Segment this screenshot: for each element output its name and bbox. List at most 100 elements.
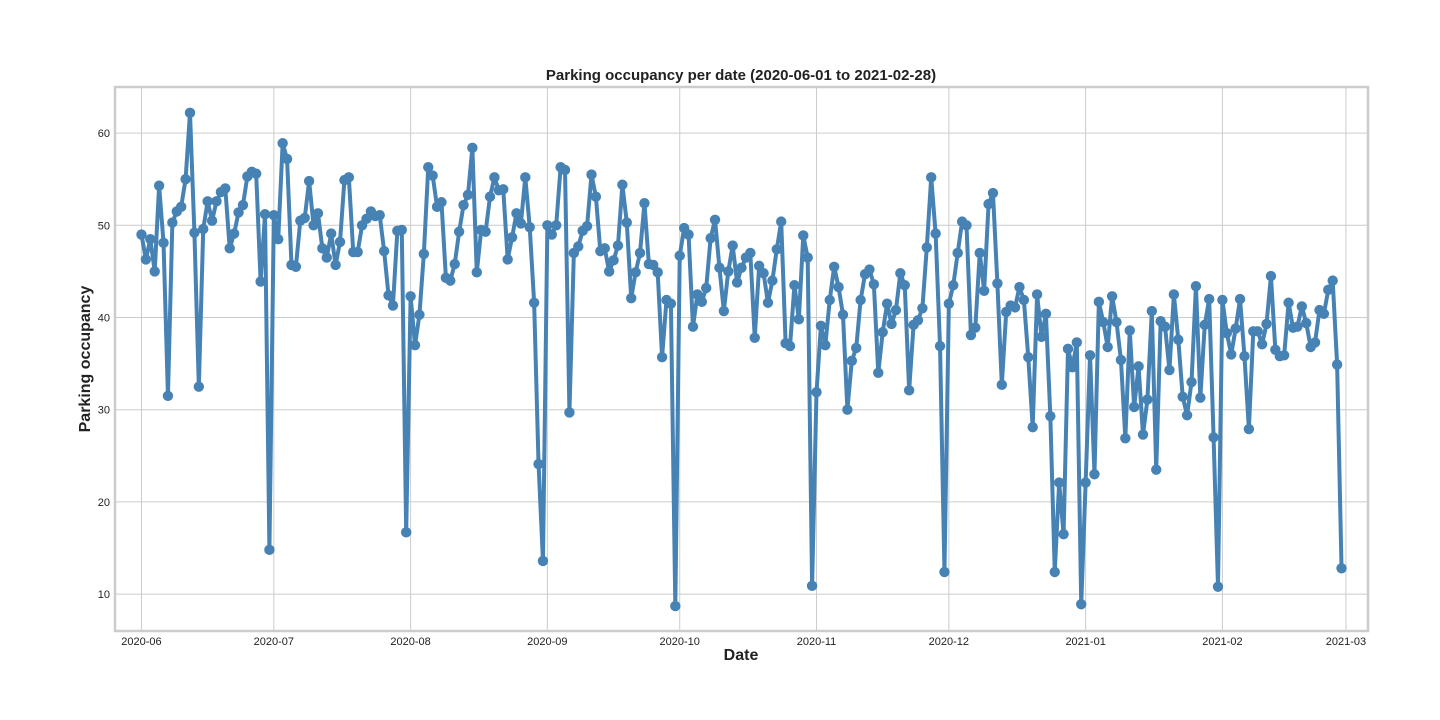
data-point bbox=[590, 191, 602, 202]
data-point bbox=[542, 220, 553, 231]
y-tick-label: 30 bbox=[98, 405, 110, 417]
data-point bbox=[471, 267, 482, 278]
data-point bbox=[449, 258, 460, 270]
data-point bbox=[745, 247, 756, 259]
data-point bbox=[758, 268, 769, 279]
data-point bbox=[1053, 477, 1065, 488]
data-point bbox=[1252, 326, 1263, 337]
data-point bbox=[851, 342, 862, 354]
data-point bbox=[427, 170, 438, 181]
data-point bbox=[374, 209, 385, 221]
data-point bbox=[1203, 293, 1215, 305]
x-tick-label: 2020-12 bbox=[929, 636, 969, 648]
data-point bbox=[1040, 308, 1052, 320]
data-point bbox=[343, 172, 355, 183]
data-point bbox=[1146, 305, 1158, 317]
x-tick-label: 2020-10 bbox=[660, 636, 700, 648]
y-tick-label: 50 bbox=[98, 220, 110, 232]
x-tick-label: 2021-02 bbox=[1202, 636, 1242, 648]
data-point bbox=[520, 172, 531, 183]
data-point bbox=[1067, 362, 1078, 373]
data-point bbox=[1093, 296, 1105, 308]
data-point bbox=[458, 199, 469, 211]
data-point bbox=[789, 280, 800, 291]
data-point bbox=[1226, 349, 1237, 360]
data-point bbox=[886, 318, 897, 330]
data-point bbox=[237, 199, 249, 211]
data-point bbox=[943, 298, 955, 309]
data-point bbox=[696, 296, 707, 308]
data-point bbox=[546, 229, 557, 240]
data-point bbox=[250, 168, 262, 179]
data-point bbox=[1089, 469, 1100, 480]
x-tick-label: 2020-07 bbox=[254, 636, 294, 648]
data-point bbox=[864, 264, 875, 275]
data-point bbox=[903, 385, 915, 396]
data-point bbox=[1173, 334, 1184, 345]
data-point bbox=[895, 268, 906, 279]
data-point bbox=[1256, 339, 1268, 350]
data-point bbox=[828, 261, 840, 272]
data-point bbox=[259, 209, 271, 220]
data-point bbox=[899, 280, 910, 291]
data-point bbox=[930, 228, 941, 239]
data-point bbox=[1009, 302, 1021, 313]
data-point bbox=[1234, 293, 1246, 305]
data-point bbox=[603, 266, 615, 277]
data-point bbox=[1151, 464, 1162, 475]
data-point bbox=[824, 294, 835, 306]
data-point bbox=[1036, 331, 1047, 343]
x-tick-label: 2021-01 bbox=[1065, 636, 1105, 648]
data-point bbox=[515, 218, 527, 229]
y-tick-label: 20 bbox=[98, 497, 110, 509]
data-point bbox=[511, 208, 522, 219]
data-point bbox=[1331, 359, 1343, 370]
data-point bbox=[498, 184, 509, 195]
data-point bbox=[1062, 343, 1074, 355]
data-point bbox=[1296, 301, 1308, 312]
data-point bbox=[1239, 351, 1250, 362]
data-point bbox=[409, 339, 421, 351]
data-point bbox=[202, 196, 213, 207]
data-point bbox=[948, 280, 959, 291]
data-point bbox=[1186, 376, 1197, 388]
data-point bbox=[868, 279, 880, 290]
data-point bbox=[312, 208, 324, 219]
data-point bbox=[167, 217, 178, 228]
data-point bbox=[1278, 350, 1290, 361]
data-point bbox=[736, 262, 747, 273]
data-point bbox=[564, 407, 575, 418]
x-tick-label: 2021-03 bbox=[1326, 636, 1366, 648]
data-point bbox=[842, 404, 853, 415]
data-point bbox=[1018, 294, 1030, 306]
data-point bbox=[396, 224, 407, 236]
data-point bbox=[211, 196, 222, 207]
data-point bbox=[149, 266, 160, 277]
data-point bbox=[1283, 297, 1294, 308]
data-point bbox=[387, 300, 399, 311]
data-point bbox=[934, 340, 946, 352]
series bbox=[136, 107, 1347, 612]
data-point bbox=[405, 291, 416, 302]
data-point bbox=[1071, 337, 1083, 348]
data-point bbox=[687, 321, 699, 332]
data-point bbox=[939, 566, 950, 578]
data-point bbox=[1098, 316, 1109, 328]
data-point bbox=[189, 227, 200, 238]
data-point bbox=[1177, 391, 1188, 402]
data-point bbox=[378, 245, 390, 257]
data-point bbox=[970, 322, 981, 333]
data-point bbox=[683, 229, 694, 240]
data-point bbox=[630, 267, 641, 278]
data-point bbox=[639, 197, 650, 209]
data-point bbox=[1195, 392, 1206, 403]
data-point bbox=[1080, 477, 1091, 488]
data-point bbox=[1076, 599, 1087, 610]
data-point bbox=[334, 236, 346, 248]
y-tick-label: 40 bbox=[98, 313, 110, 325]
data-point bbox=[599, 243, 610, 254]
data-point bbox=[281, 153, 293, 165]
data-point bbox=[1031, 289, 1043, 300]
data-point bbox=[1164, 364, 1175, 376]
data-point bbox=[537, 555, 549, 567]
